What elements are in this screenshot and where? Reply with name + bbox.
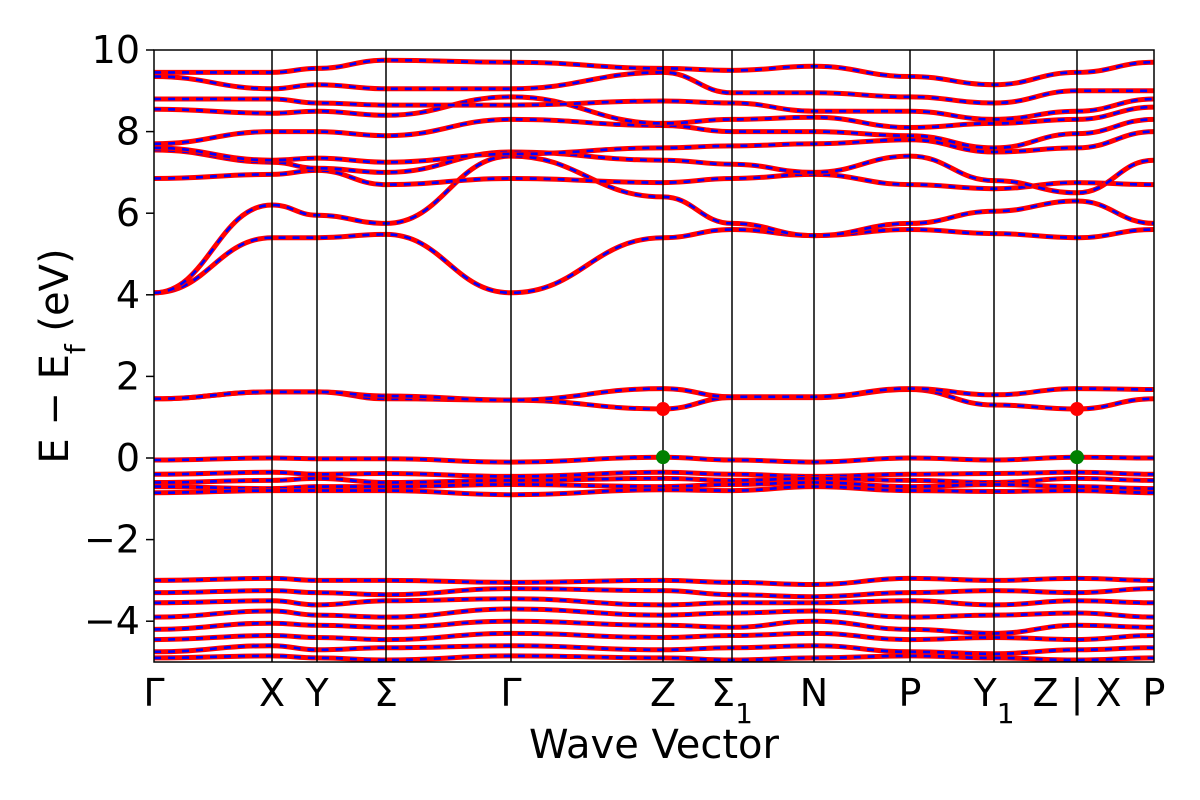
band-line-dashed	[154, 118, 1154, 150]
band-line	[154, 618, 1154, 636]
x-tick-label: Y1	[972, 671, 1014, 730]
x-tick-label: N	[800, 671, 828, 715]
band-line	[154, 575, 1154, 588]
y-tick-label: 4	[116, 273, 140, 317]
y-axis-title-subscript: f	[59, 343, 92, 354]
band-line	[154, 69, 1154, 106]
vbm-marker	[1070, 450, 1084, 465]
cbm-marker	[1070, 402, 1084, 417]
band-line	[154, 454, 1154, 465]
band-line	[154, 596, 1154, 608]
x-tick-label: X	[259, 671, 285, 715]
x-tick-label: Σ1	[711, 671, 753, 730]
band-line	[154, 153, 1154, 296]
y-tick-label: 0	[116, 436, 140, 480]
band-line	[154, 475, 1154, 486]
band-line-dashed	[154, 58, 1154, 87]
x-tick-label: Z | X	[1032, 671, 1121, 716]
y-tick-label: 8	[116, 110, 140, 154]
band-line-dashed	[154, 154, 1154, 295]
x-tick-label: P	[1143, 671, 1166, 715]
x-tick-label: Γ	[500, 671, 521, 715]
band-line	[154, 386, 1154, 403]
band-line-dashed	[154, 388, 1154, 411]
band-line	[154, 653, 1154, 662]
x-tick-label: Γ	[143, 671, 164, 715]
band-line-dashed	[154, 97, 1154, 121]
band-line-dashed	[154, 130, 1154, 164]
y-tick-label: 10	[92, 28, 140, 72]
band-line	[154, 606, 1154, 620]
y-tick-label: 2	[116, 354, 140, 398]
y-tick-label: −2	[84, 518, 140, 562]
y-axis-title-main: E − E	[32, 354, 78, 464]
x-axis-ticks: Γ X Y Σ Γ Z Σ1 N P Y1 Z | X P	[143, 671, 1165, 730]
band-edge-markers	[656, 402, 1084, 465]
y-axis-title: E − Ef (eV)	[32, 248, 92, 463]
x-tick-label: Y	[304, 671, 329, 715]
x-axis-title: Wave Vector	[529, 722, 780, 768]
y-axis-title-unit: (eV)	[32, 248, 78, 344]
y-tick-label: −4	[84, 599, 140, 643]
cbm-marker	[656, 402, 670, 417]
x-tick-label: Z	[650, 671, 676, 715]
band-line	[154, 586, 1154, 600]
x-tick-label: P	[899, 671, 922, 715]
vbm-marker	[656, 450, 670, 465]
y-axis-ticks: −4 −2 0 2 4 6 8 10	[84, 28, 154, 643]
band-line	[154, 469, 1154, 479]
kpoint-lines	[271, 50, 1078, 662]
plot-area	[154, 57, 1154, 662]
x-tick-label: Σ	[374, 671, 398, 715]
band-line	[154, 643, 1154, 657]
band-line	[154, 226, 1154, 296]
plot-frame	[153, 49, 1155, 663]
y-tick-label: 6	[116, 191, 140, 235]
